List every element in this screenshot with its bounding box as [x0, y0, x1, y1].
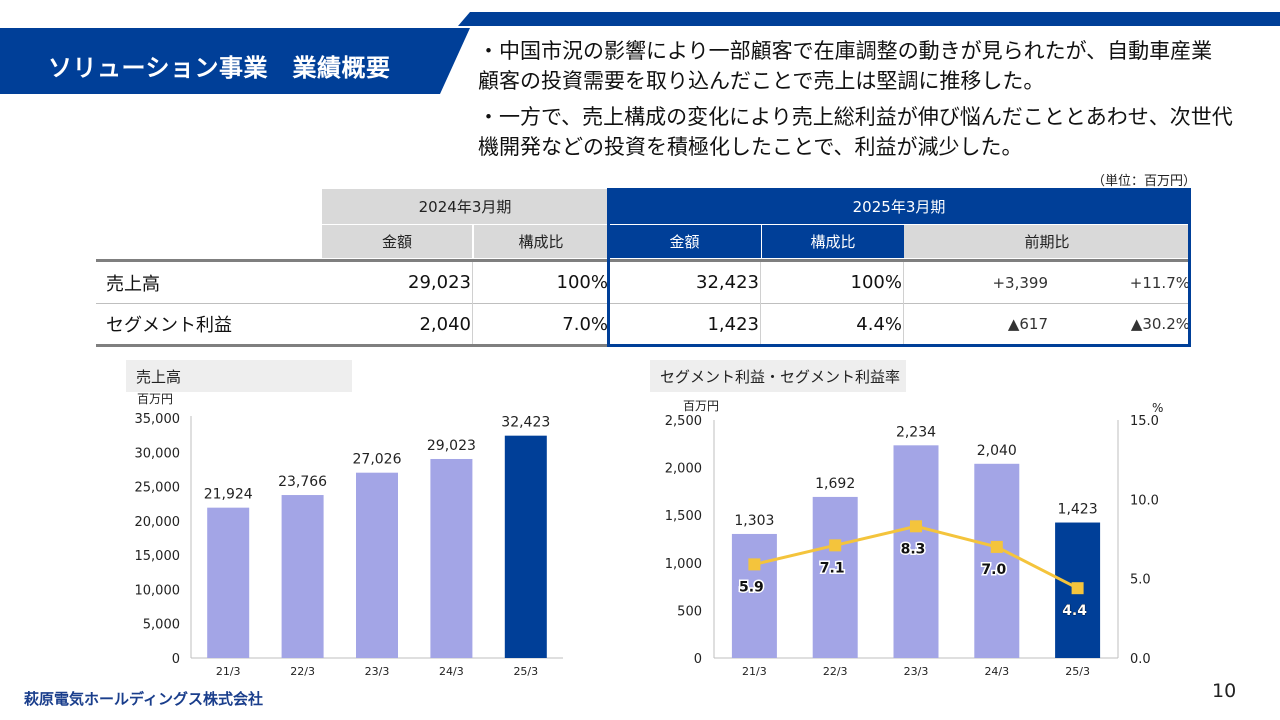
profit-y2-axis-title: % — [1152, 401, 1163, 415]
page-number: 10 — [1212, 680, 1237, 702]
sales-x-tick-label: 25/3 — [513, 665, 538, 678]
sales-bar — [207, 507, 250, 658]
profit-bar — [893, 445, 939, 658]
sales-y-axis-title: 百万円 — [137, 392, 173, 406]
margin-value-label: 4.4 — [1062, 603, 1087, 619]
sales-bar — [430, 458, 473, 658]
sales-y-tick-label: 15,000 — [135, 549, 181, 564]
sales-y-tick-label: 30,000 — [135, 446, 181, 461]
page-title: ソリューション事業 業績概要 — [48, 54, 391, 82]
sales-value-label: 32,423 — [501, 415, 550, 431]
sales-chart-title: 売上高 — [126, 360, 352, 392]
profit-bar — [812, 496, 858, 658]
profit-y-tick-label: 0 — [694, 652, 702, 667]
profit-y-tick-label: 2,000 — [665, 462, 702, 477]
sales-y-tick-label: 35,000 — [135, 412, 181, 427]
sales-value-label: 27,026 — [353, 452, 402, 468]
sales-y-tick-label: 10,000 — [135, 583, 181, 598]
summary-line-1: ・中国市況の影響により一部顧客で在庫調整の動きが見られたが、自動車産業 — [478, 39, 1213, 63]
profit-bar — [731, 533, 777, 658]
summary-line-4: 機開発などの投資を積極化したことで、利益が減少した。 — [478, 135, 1023, 159]
sales-y-tick-label: 5,000 — [143, 618, 180, 633]
profit-value-label: 1,692 — [815, 476, 855, 492]
sales-value-label: 21,924 — [204, 487, 253, 503]
profit-value-label: 2,040 — [977, 443, 1017, 459]
margin-value-label: 5.9 — [739, 579, 764, 595]
profit-y-tick-label: 1,000 — [665, 557, 702, 572]
margin-marker — [748, 558, 761, 571]
profit-x-tick-label: 25/3 — [1065, 665, 1090, 678]
sales-bar — [504, 435, 547, 658]
profit-y-axis-title: 百万円 — [683, 399, 719, 413]
profit-y2-tick-label: 15.0 — [1130, 414, 1159, 429]
company-logo: 萩原電気ホールディングス株式会社 — [24, 690, 263, 708]
summary-line-3: ・一方で、売上構成の変化により売上総利益が伸び悩んだこととあわせ、次世代 — [478, 105, 1233, 129]
profit-chart: 百万円 % 0 500 1,000 1,500 2,000 2,500 0.0 5.0 10.0 15… — [665, 399, 1164, 678]
sales-bar — [356, 472, 398, 658]
sales-x-tick-label: 24/3 — [439, 665, 464, 678]
sales-bar — [281, 495, 324, 658]
title-band — [0, 12, 1280, 94]
sales-y-tick-label: 25,000 — [135, 481, 181, 496]
sales-x-tick-label: 23/3 — [365, 665, 390, 678]
profit-x-tick-label: 21/3 — [742, 665, 767, 678]
unit-label: （単位：百万円） — [1092, 174, 1197, 189]
profit-y2-tick-label: 10.0 — [1130, 493, 1159, 508]
profit-y2-tick-label: 0.0 — [1130, 652, 1151, 667]
profit-y-tick-label: 1,500 — [665, 509, 702, 524]
profit-bar — [974, 463, 1020, 658]
profit-y-tick-label: 500 — [677, 604, 702, 619]
sales-x-tick-label: 21/3 — [216, 665, 241, 678]
sales-x-tick-label: 22/3 — [290, 665, 315, 678]
sales-value-label: 23,766 — [278, 474, 327, 490]
profit-value-label: 2,234 — [896, 424, 936, 440]
sales-y-tick-label: 20,000 — [135, 515, 181, 530]
margin-marker — [990, 540, 1003, 553]
profit-value-label: 1,423 — [1058, 502, 1098, 518]
profit-x-tick-label: 22/3 — [823, 665, 848, 678]
profit-x-tick-label: 23/3 — [904, 665, 929, 678]
summary-line-2: 顧客の投資需要を取り込んだことで売上は堅調に推移した。 — [478, 69, 1045, 93]
profit-value-label: 1,303 — [734, 513, 774, 529]
profit-x-tick-label: 24/3 — [984, 665, 1009, 678]
margin-value-label: 7.1 — [820, 560, 845, 576]
sales-value-label: 29,023 — [427, 438, 476, 454]
sales-chart: 百万円 0 5,000 10,000 15,000 20,000 25,000 30,000 3… — [135, 392, 563, 678]
profit-chart-title: セグメント利益・セグメント利益率 — [650, 360, 906, 392]
profit-y2-tick-label: 5.0 — [1130, 573, 1151, 588]
margin-marker — [1071, 582, 1084, 595]
margin-marker — [829, 539, 842, 552]
margin-value-label: 8.3 — [901, 541, 926, 557]
sales-y-tick-label: 0 — [172, 652, 180, 667]
margin-marker — [910, 520, 922, 533]
margin-value-label: 7.0 — [981, 562, 1006, 578]
profit-y-tick-label: 2,500 — [665, 414, 702, 429]
